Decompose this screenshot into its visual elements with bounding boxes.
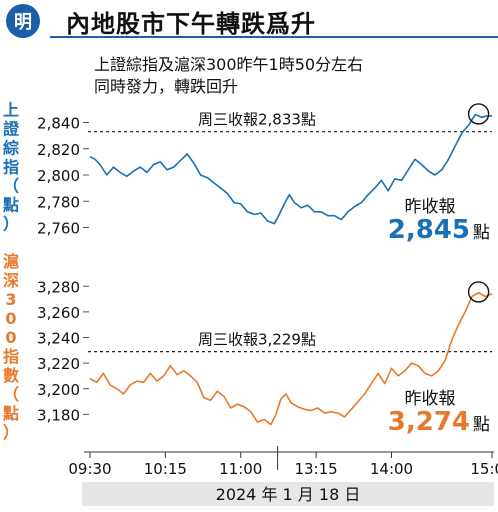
date-label: 2024 年 1 月 18 日 [216,485,361,504]
x-axis-tick-label: 11:00 [219,460,262,478]
csi300-axis-title-char: （ [3,385,19,404]
csi300-y-tick-label: 3,200 [37,381,80,399]
sse-prev-close-label: 周三收報2,833點 [198,111,316,129]
csi300-y-tick-label: 3,260 [37,304,80,322]
sse-y-tick-label: 2,760 [37,220,80,238]
csi300-axis-title-char: ） [3,423,19,442]
csi300-end-highlight-circle [467,281,490,303]
sse-axis-title-char: 綜 [3,139,19,158]
csi300-axis-title-char: 指 [3,347,19,366]
chart-subtitle: 上證綜指及滬深300昨午1時50分左右 同時發力，轉跌回升 [94,54,363,98]
csi300-series-line [89,291,493,426]
csi300-axis-title-char: 點 [3,404,19,423]
subtitle-line-2: 同時發力，轉跌回升 [94,77,239,96]
sse-axis-title-char: ） [3,215,19,234]
csi300-axis-title-char: 深 [3,271,19,290]
csi300-prev-close-label: 周三收報3,229點 [198,331,316,349]
page-title: 內地股市下午轉跌爲升 [66,10,316,38]
csi300-close-unit: 點 [473,415,490,435]
x-axis-tick-label: 14:00 [370,460,413,478]
csi300-axis-title-char: 0 [5,328,16,347]
subtitle-line-1: 上證綜指及滬深300昨午1時50分左右 [94,55,364,74]
sse-close-unit: 點 [473,223,490,243]
csi300-close-caption: 昨收報 [405,389,456,409]
csi300-axis-title-char: 3 [5,290,16,309]
x-axis-tick-label: 13:15 [295,460,338,478]
sse-axis-title-char: 指 [3,158,19,177]
csi300-y-tick-label: 3,240 [37,330,80,348]
csi300-axis-title-char: 數 [3,366,19,385]
sse-axis-title-char: 點 [3,196,19,215]
title-underline [50,36,498,38]
sse-series-line [89,113,492,225]
csi300-axis-title-char: 滬 [3,252,19,271]
ming-pao-logo: 明 [6,4,40,38]
sse-y-tick-label: 2,780 [37,193,80,211]
x-axis-tick-label: 09:30 [68,460,111,478]
sse-close-caption: 昨收報 [405,197,456,217]
x-axis-tick-label: 15:00 [470,460,498,478]
sse-close-value: 2,845 [388,215,470,245]
csi300-y-tick-label: 3,180 [37,406,80,424]
csi300-axis-title-char: 0 [5,309,16,328]
csi300-y-tick-label: 3,280 [37,278,80,296]
csi300-close-value: 3,274 [388,407,470,437]
header: 明 內地股市下午轉跌爲升 [0,0,498,42]
sse-axis-title-char: （ [3,177,19,196]
sse-axis-title-char: 證 [3,120,20,139]
sse-end-highlight-circle [467,103,490,125]
x-axis-tick-label: 10:15 [144,460,187,478]
sse-y-tick-label: 2,840 [37,115,80,133]
csi300-y-tick-label: 3,220 [37,355,80,373]
sse-y-tick-label: 2,800 [37,167,80,185]
sse-axis-title-char: 上 [3,101,19,120]
sse-y-tick-label: 2,820 [37,141,80,159]
date-band [82,482,494,506]
